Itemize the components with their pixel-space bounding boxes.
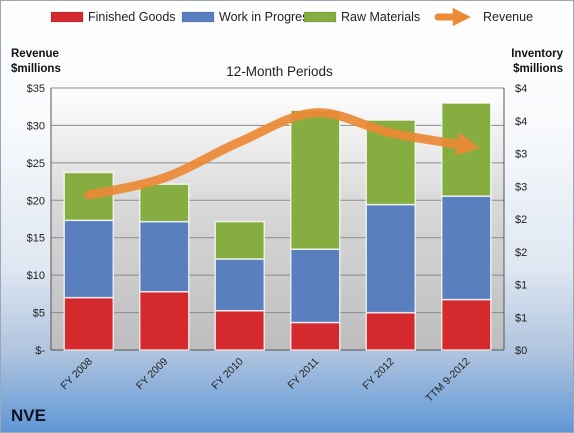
legend-swatch bbox=[303, 11, 337, 23]
right-tick-label: $1 bbox=[515, 280, 527, 292]
bar-work-in-progress bbox=[441, 195, 492, 301]
bar-finished-goods bbox=[441, 298, 492, 351]
bar-work-in-progress bbox=[63, 219, 114, 299]
bar-finished-goods bbox=[139, 290, 190, 351]
category-label: FY 2010 bbox=[209, 356, 246, 393]
bar-work-in-progress bbox=[290, 248, 341, 324]
right-tick-label: $0 bbox=[515, 345, 527, 357]
bar-finished-goods bbox=[365, 311, 416, 351]
legend-swatch bbox=[50, 11, 84, 23]
right-tick-label: $1 bbox=[515, 312, 527, 324]
left-tick-label: $15 bbox=[27, 233, 45, 245]
legend-label: Work in Progress bbox=[219, 10, 315, 24]
chart-title: 12-Month Periods bbox=[226, 64, 333, 79]
bar-finished-goods bbox=[214, 309, 265, 351]
right-tick-label: $2 bbox=[515, 214, 527, 226]
legend-label: Finished Goods bbox=[88, 10, 176, 24]
right-tick-label: $4 bbox=[515, 116, 527, 128]
bar-raw-materials bbox=[290, 109, 341, 250]
left-tick-label: $5 bbox=[33, 308, 45, 320]
bar-raw-materials bbox=[214, 220, 265, 260]
category-label: TTM 9-2012 bbox=[423, 356, 472, 405]
revenue-line bbox=[84, 108, 481, 200]
right-tick-label: $4 bbox=[515, 83, 527, 95]
bar-finished-goods bbox=[63, 296, 114, 351]
legend-label: Revenue bbox=[483, 10, 533, 24]
right-axis-label: $millions bbox=[513, 63, 563, 75]
left-tick-label: $10 bbox=[27, 270, 45, 282]
right-tick-label: $3 bbox=[515, 181, 527, 193]
company-name: NVE bbox=[11, 406, 46, 425]
bar-work-in-progress bbox=[365, 203, 416, 314]
left-tick-label: $20 bbox=[27, 195, 45, 207]
category-label: FY 2011 bbox=[285, 356, 321, 392]
bar-work-in-progress bbox=[139, 220, 190, 293]
legend-swatch bbox=[181, 11, 215, 23]
legend-label: Raw Materials bbox=[341, 10, 420, 24]
left-axis-label: Revenue bbox=[11, 48, 59, 60]
bar-finished-goods bbox=[290, 321, 341, 351]
category-label: FY 2008 bbox=[58, 356, 95, 393]
left-axis-label: $millions bbox=[11, 63, 61, 75]
bar-raw-materials bbox=[139, 183, 190, 223]
left-tick-label: $35 bbox=[27, 83, 45, 95]
category-label: FY 2012 bbox=[360, 356, 397, 393]
left-tick-label: $30 bbox=[27, 120, 45, 132]
bar-work-in-progress bbox=[214, 258, 265, 312]
category-label: FY 2009 bbox=[134, 356, 171, 393]
right-axis-label: Inventory bbox=[511, 48, 563, 60]
right-tick-label: $3 bbox=[515, 149, 527, 161]
left-tick-label: $25 bbox=[27, 158, 45, 170]
left-tick-label: $- bbox=[35, 345, 45, 357]
right-tick-label: $2 bbox=[515, 247, 527, 259]
plot-area bbox=[51, 88, 504, 350]
